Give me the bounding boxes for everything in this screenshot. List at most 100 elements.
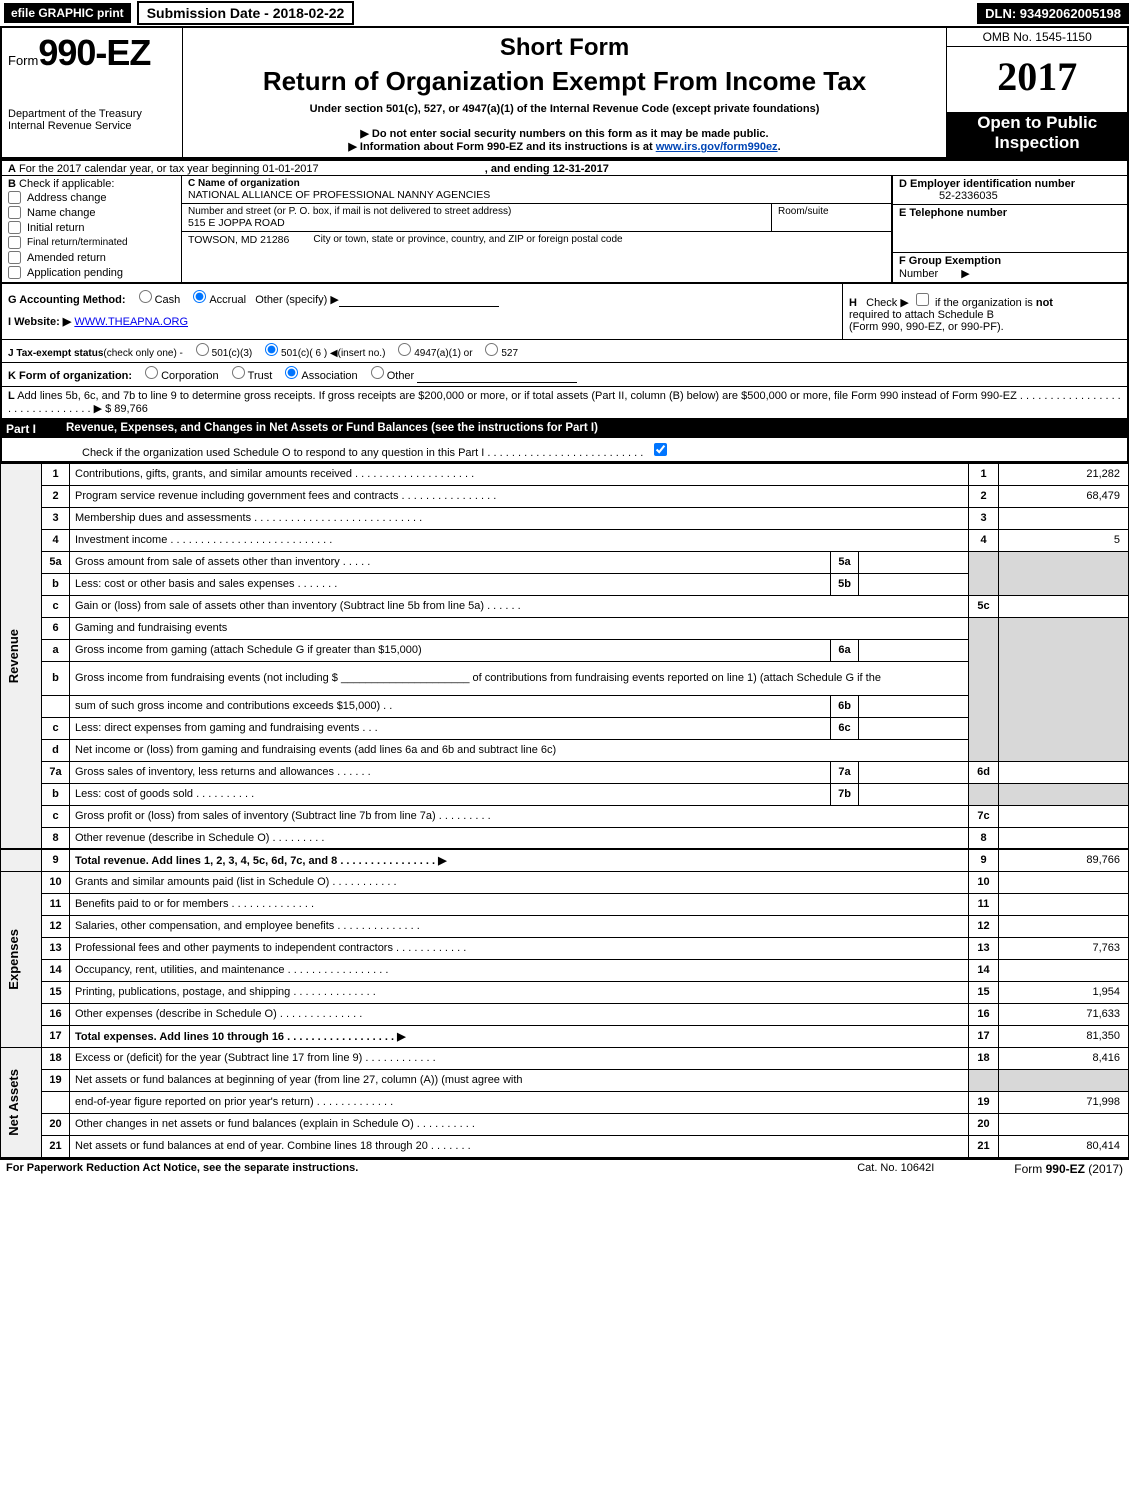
city-value: TOWSON, MD 21286 <box>188 234 289 280</box>
tax-year: 2017 <box>947 47 1127 106</box>
r5-shade-num <box>969 551 999 595</box>
website-link[interactable]: WWW.THEAPNA.ORG <box>74 316 188 328</box>
r6a-desc: Gross income from gaming (attach Schedul… <box>70 639 831 661</box>
radio-501c3[interactable] <box>196 343 209 356</box>
r13-desc: Professional fees and other payments to … <box>70 937 969 959</box>
lbl-initial-return: Initial return <box>27 222 84 234</box>
r16-num: 16 <box>42 1003 70 1025</box>
cb-application-pending[interactable] <box>8 266 21 279</box>
r4-rn: 4 <box>969 529 999 551</box>
r14-rv <box>999 959 1129 981</box>
e-label: E Telephone number <box>899 207 1007 219</box>
radio-4947[interactable] <box>398 343 411 356</box>
cb-address-change[interactable] <box>8 191 21 204</box>
r6a-mv <box>859 639 969 661</box>
r6bs-num <box>42 695 70 717</box>
radio-501c[interactable] <box>265 343 278 356</box>
open-to-public-1: Open to Public <box>947 113 1127 133</box>
h-text4: (Form 990, 990-EZ, or 990-PF). <box>849 321 1004 333</box>
f-label: F Group Exemption <box>899 255 1001 267</box>
r5a-mn: 5a <box>831 551 859 573</box>
h-text2: if the organization is <box>935 297 1033 309</box>
r2-desc: Program service revenue including govern… <box>70 485 969 507</box>
part1-checkline: Check if the organization used Schedule … <box>82 447 643 459</box>
cb-sched-b-not-required[interactable] <box>916 293 929 306</box>
radio-other-org[interactable] <box>371 366 384 379</box>
form990ez-link[interactable]: www.irs.gov/form990ez <box>656 141 778 153</box>
r18-rn: 18 <box>969 1047 999 1069</box>
r2-rv: 68,479 <box>999 485 1129 507</box>
cb-final-return[interactable] <box>8 236 21 249</box>
r9-rv: 89,766 <box>999 849 1129 871</box>
r10-desc: Grants and similar amounts paid (list in… <box>70 871 969 893</box>
r18-num: 18 <box>42 1047 70 1069</box>
r6-desc: Gaming and fundraising events <box>70 617 969 639</box>
main-title: Return of Organization Exempt From Incom… <box>189 66 941 97</box>
r6b-desc: Gross income from fundraising events (no… <box>70 661 969 695</box>
lbl-501c: 501(c)( 6 ) ◀(insert no.) <box>281 348 385 359</box>
cb-amended-return[interactable] <box>8 251 21 264</box>
org-name: NATIONAL ALLIANCE OF PROFESSIONAL NANNY … <box>188 189 885 201</box>
r7a-num: 7a <box>42 761 70 783</box>
dept-line-2: Internal Revenue Service <box>8 120 176 132</box>
footer-right-bold: 990-EZ <box>1046 1162 1085 1176</box>
lbl-assoc: Association <box>301 370 357 382</box>
r3-rv <box>999 507 1129 529</box>
r9-desc: Total revenue. Add lines 1, 2, 3, 4, 5c,… <box>70 849 969 871</box>
cb-name-change[interactable] <box>8 206 21 219</box>
vlabel-expenses: Expenses <box>6 929 21 990</box>
lbl-application-pending: Application pending <box>27 267 123 279</box>
r18-rv: 8,416 <box>999 1047 1129 1069</box>
r7a-mv <box>859 761 969 783</box>
r7c-num: c <box>42 805 70 827</box>
radio-trust[interactable] <box>232 366 245 379</box>
r7c-desc: Gross profit or (loss) from sales of inv… <box>70 805 969 827</box>
radio-accrual[interactable] <box>193 290 206 303</box>
r6d-rn: 6d <box>969 761 999 783</box>
r10-rv <box>999 871 1129 893</box>
h-text3: required to attach Schedule B <box>849 309 994 321</box>
r6c-desc: Less: direct expenses from gaming and fu… <box>70 717 831 739</box>
r5-shade-val <box>999 551 1129 595</box>
line-a-prefix: A <box>8 163 16 175</box>
h-not: not <box>1036 297 1053 309</box>
j-note: (check only one) - <box>103 348 182 359</box>
r18-desc: Excess or (deficit) for the year (Subtra… <box>70 1047 969 1069</box>
r6a-num: a <box>42 639 70 661</box>
arrow-line-2: ▶ Information about Form 990-EZ and its … <box>189 140 941 153</box>
r9-num: 9 <box>42 849 70 871</box>
r15-num: 15 <box>42 981 70 1003</box>
cb-initial-return[interactable] <box>8 221 21 234</box>
r6bs-mv <box>859 695 969 717</box>
r17-num: 17 <box>42 1025 70 1047</box>
r11-desc: Benefits paid to or for members . . . . … <box>70 893 969 915</box>
radio-assoc[interactable] <box>285 366 298 379</box>
radio-527[interactable] <box>485 343 498 356</box>
r7b-mv <box>859 783 969 805</box>
r6bs-desc: sum of such gross income and contributio… <box>70 695 831 717</box>
l-prefix: L <box>8 390 15 402</box>
radio-cash[interactable] <box>139 290 152 303</box>
r21-rn: 21 <box>969 1135 999 1157</box>
dept-line-1: Department of the Treasury <box>8 108 176 120</box>
arrow2-post: . <box>778 141 781 153</box>
h-prefix: H <box>849 297 857 309</box>
lbl-corp: Corporation <box>161 370 218 382</box>
r19b-rn: 19 <box>969 1091 999 1113</box>
short-form-title: Short Form <box>189 34 941 62</box>
form-number: 990-EZ <box>38 32 150 73</box>
efile-print-button[interactable]: efile GRAPHIC print <box>4 3 131 23</box>
i-prefix: I Website: ▶ <box>8 316 71 328</box>
r5c-num: c <box>42 595 70 617</box>
r8-num: 8 <box>42 827 70 849</box>
d-label: D Employer identification number <box>899 178 1075 190</box>
part1-title: Revenue, Expenses, and Changes in Net As… <box>66 422 598 434</box>
r8-rv <box>999 827 1129 849</box>
c-label: C Name of organization <box>188 178 300 189</box>
cb-schedule-o[interactable] <box>654 443 667 456</box>
f-label2: Number <box>899 268 938 280</box>
r7b-desc: Less: cost of goods sold . . . . . . . .… <box>70 783 831 805</box>
radio-corp[interactable] <box>145 366 158 379</box>
r6-shade-val <box>999 617 1129 761</box>
lbl-cash: Cash <box>155 294 181 306</box>
